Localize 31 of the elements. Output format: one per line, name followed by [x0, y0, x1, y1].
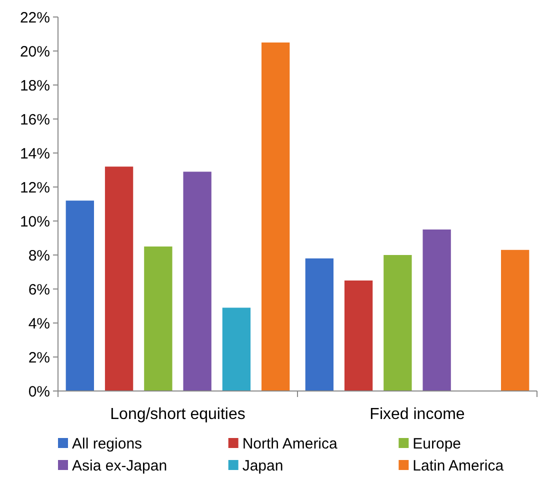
bar — [222, 308, 251, 391]
y-tick-label: 4% — [28, 315, 50, 332]
y-tick-label: 16% — [20, 111, 50, 128]
legend-label: All regions — [72, 435, 142, 452]
bar — [261, 42, 290, 391]
y-tick-label: 20% — [20, 43, 50, 60]
x-tick-label: Long/short equities — [110, 406, 246, 423]
bar — [384, 255, 412, 391]
legend-label: Europe — [412, 435, 462, 452]
bar — [305, 258, 334, 391]
y-tick-label: 0% — [28, 383, 50, 400]
x-tick-label: Fixed income — [370, 406, 465, 423]
legend-label: Latin America — [412, 457, 504, 474]
bar — [500, 250, 530, 391]
y-tick-label: 18% — [20, 77, 50, 94]
y-tick-label: 14% — [20, 145, 50, 162]
bar — [66, 200, 94, 391]
bar — [104, 166, 134, 391]
y-tick-label: 10% — [20, 213, 50, 230]
y-tick-label: 2% — [28, 349, 50, 366]
bar — [344, 280, 373, 391]
y-tick-label: 12% — [20, 179, 50, 196]
legend-label: North America — [242, 435, 338, 452]
bar — [422, 230, 451, 391]
legend-label: Asia ex-Japan — [72, 457, 168, 474]
legend-label: Japan — [242, 457, 284, 474]
bar — [144, 246, 172, 391]
y-tick-label: 8% — [28, 247, 50, 264]
y-tick-label: 6% — [28, 281, 50, 298]
y-tick-label: 22% — [20, 9, 50, 26]
bar — [183, 172, 212, 391]
